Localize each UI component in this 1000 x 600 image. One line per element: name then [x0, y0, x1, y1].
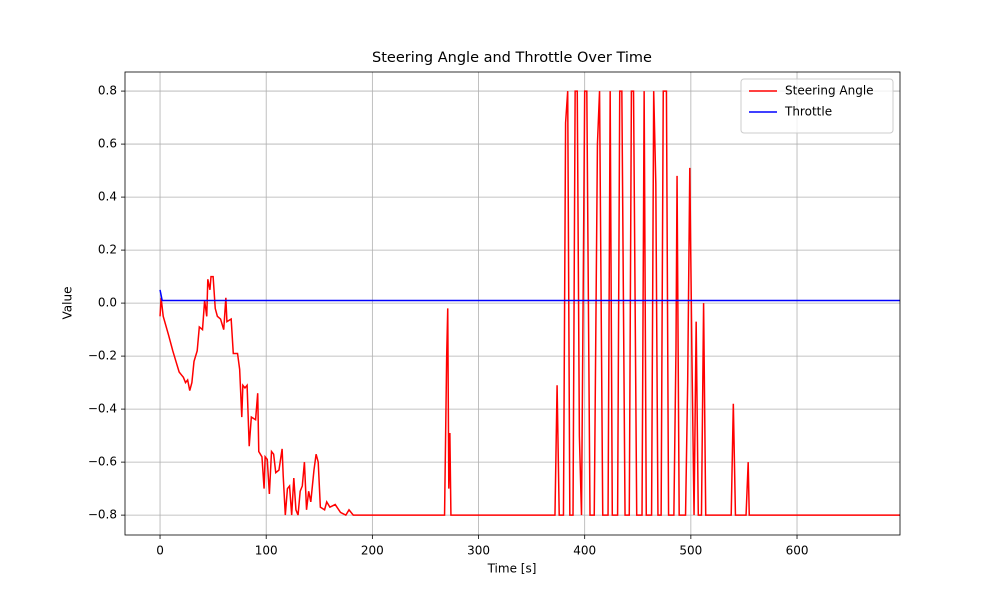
y-tick-label: 0.6: [98, 137, 117, 151]
y-tick-label: −0.4: [88, 402, 117, 416]
x-tick-label: 600: [786, 544, 809, 558]
y-axis-label: Value: [61, 287, 75, 320]
y-tick-label: 0.0: [98, 296, 117, 310]
series-line: [159, 289, 900, 302]
y-tick-label: 0.2: [98, 243, 117, 257]
series-line: [159, 90, 900, 517]
x-tick-label: 100: [255, 544, 278, 558]
legend-box: [740, 78, 894, 134]
y-tick-label: −0.8: [88, 508, 117, 522]
legend-label: Throttle: [784, 105, 832, 119]
y-tick-label: −0.6: [88, 455, 117, 469]
x-axis-label: Time [s]: [487, 562, 537, 576]
x-tick-label: 300: [467, 544, 490, 558]
x-tick-label: 0: [156, 544, 164, 558]
legend-label: Steering Angle: [785, 84, 874, 98]
y-tick-label: −0.2: [88, 349, 117, 363]
plot-frame: [124, 71, 901, 536]
x-tick-label: 200: [361, 544, 384, 558]
chart-title: Steering Angle and Throttle Over Time: [372, 50, 652, 66]
x-tick-label: 400: [573, 544, 596, 558]
x-tick-label: 500: [679, 544, 702, 558]
y-tick-label: 0.8: [98, 84, 117, 98]
y-tick-label: 0.4: [98, 190, 117, 204]
